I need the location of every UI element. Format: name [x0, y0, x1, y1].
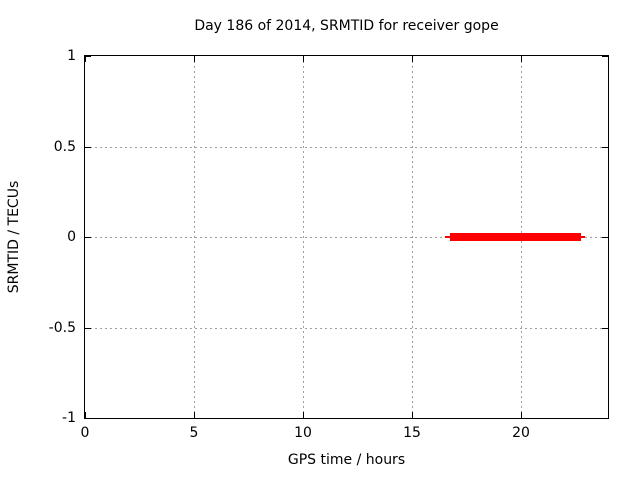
x-tick-top: [85, 56, 86, 62]
y-tick-right: [602, 147, 608, 148]
x-tick-label: 0: [80, 425, 90, 441]
x-tick-bottom: [412, 412, 413, 418]
x-tick-bottom: [303, 412, 304, 418]
x-tick-top: [194, 56, 195, 62]
y-tick-right: [602, 237, 608, 238]
x-tick-bottom: [521, 412, 522, 418]
series-line-thick: [450, 233, 581, 241]
y-tick-label: 0: [67, 229, 76, 245]
x-tick-label: 5: [189, 425, 199, 441]
y-tick-label: -1: [62, 410, 76, 426]
y-tick-left: [85, 56, 91, 57]
y-gridline: [85, 328, 608, 329]
x-tick-bottom: [85, 412, 86, 418]
x-tick-label: 15: [403, 425, 421, 441]
y-tick-left: [85, 237, 91, 238]
x-tick-top: [303, 56, 304, 62]
y-tick-left: [85, 328, 91, 329]
y-tick-right: [602, 56, 608, 57]
x-tick-bottom: [194, 412, 195, 418]
chart-title: Day 186 of 2014, SRMTID for receiver gop…: [194, 18, 499, 34]
y-tick-left: [85, 418, 91, 419]
x-tick-label: 10: [294, 425, 312, 441]
y-tick-label: 0.5: [53, 139, 76, 155]
y-tick-right: [602, 328, 608, 329]
y-tick-label: 1: [67, 48, 76, 64]
y-tick-left: [85, 147, 91, 148]
plot-area: [84, 55, 609, 419]
y-tick-right: [602, 418, 608, 419]
y-gridline: [85, 147, 608, 148]
y-gridline: [85, 237, 608, 238]
x-tick-top: [521, 56, 522, 62]
y-tick-label: -0.5: [48, 320, 76, 336]
x-tick-label: 20: [512, 425, 530, 441]
x-axis-label: GPS time / hours: [287, 452, 406, 468]
x-tick-top: [412, 56, 413, 62]
